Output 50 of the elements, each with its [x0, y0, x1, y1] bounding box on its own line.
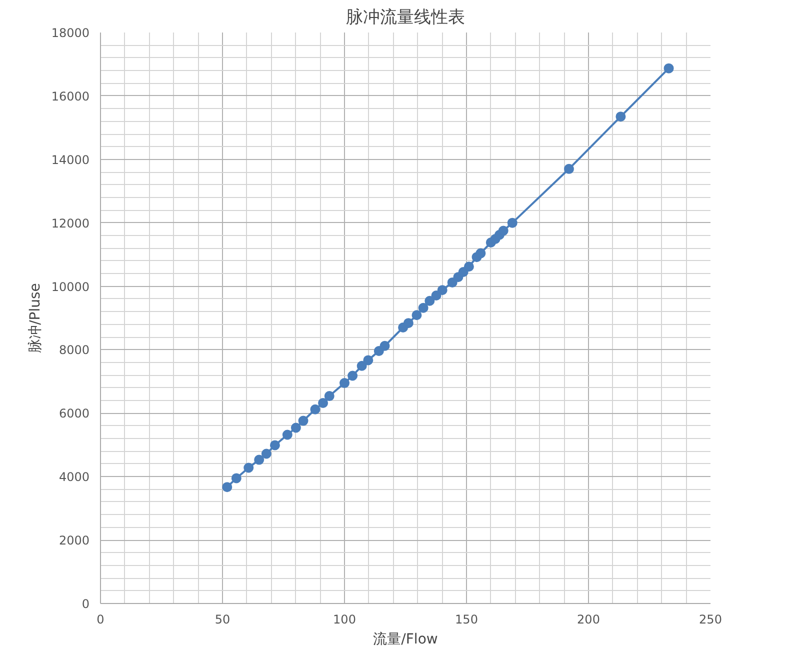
y-tick-label: 16000 [51, 89, 90, 104]
point [564, 164, 574, 174]
x-tick-label: 100 [333, 612, 356, 626]
chart-title: 脉冲流量线性表 [346, 8, 465, 28]
y-tick-label: 2000 [58, 534, 90, 548]
point [412, 310, 422, 320]
point [340, 378, 350, 388]
x-tick-label: 50 [214, 612, 230, 626]
point [507, 218, 518, 228]
point [431, 290, 442, 300]
y-tick-label: 4000 [58, 470, 90, 484]
x-tick-label: 150 [455, 612, 478, 626]
y-tick-label: 12000 [51, 216, 90, 230]
point [254, 454, 264, 465]
y-tick-label: 6000 [58, 406, 90, 421]
point [356, 360, 367, 371]
x-tick-label: 200 [577, 612, 600, 626]
point [270, 440, 280, 450]
point [616, 112, 626, 122]
point [380, 340, 390, 351]
point [447, 277, 458, 288]
point [290, 422, 301, 433]
point [324, 391, 334, 402]
point [476, 248, 486, 258]
point [437, 285, 448, 296]
point [498, 226, 508, 236]
point [363, 355, 374, 366]
point [298, 416, 308, 426]
point [418, 302, 428, 313]
y-tick-label: 14000 [51, 152, 90, 167]
point [464, 262, 474, 272]
y-tick-label: 0 [82, 597, 90, 611]
point [403, 318, 414, 328]
point [282, 430, 292, 440]
x-tick-label: 0 [96, 612, 104, 626]
y-tick-label: 10000 [51, 280, 90, 294]
point [244, 462, 254, 473]
point [348, 370, 358, 381]
x-tick-label: 250 [699, 612, 722, 626]
point [261, 448, 272, 459]
point [231, 473, 242, 484]
point [310, 404, 320, 414]
point [664, 63, 674, 74]
y-tick-label: 8000 [58, 343, 90, 358]
y-tick-label: 18000 [51, 26, 90, 40]
y-axis-title: 脉冲/Pluse [27, 283, 44, 353]
point [424, 296, 435, 306]
point [222, 482, 232, 492]
x-axis-title: 流量/Flow [373, 632, 438, 648]
point [318, 398, 328, 408]
